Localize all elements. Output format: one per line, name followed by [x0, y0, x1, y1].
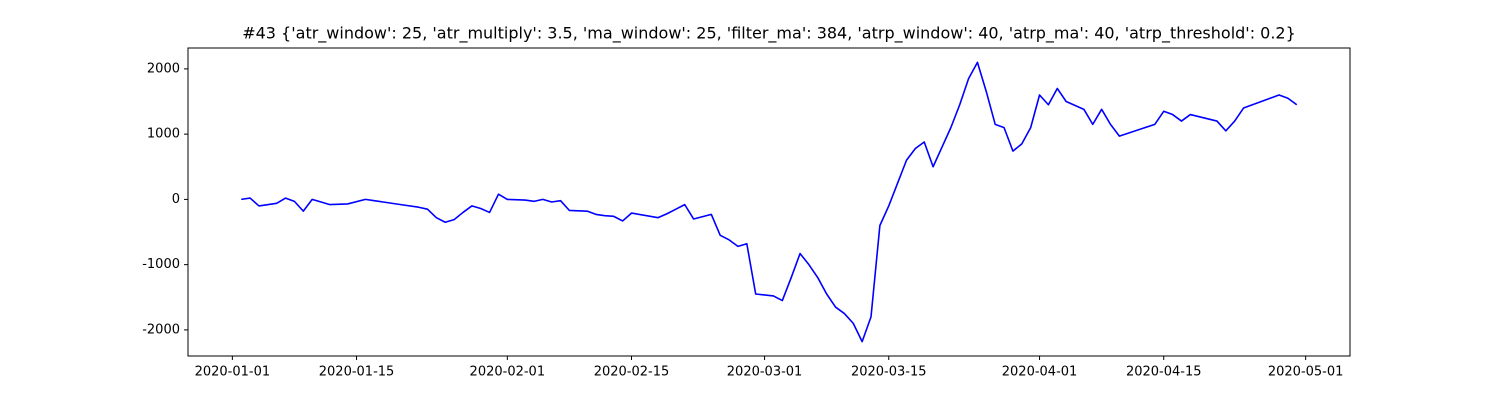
y-tick-label: -2000 [142, 322, 180, 337]
y-tick-label: 1000 [147, 127, 180, 142]
data-line [241, 61, 1298, 343]
y-tick-label: -1000 [142, 257, 180, 272]
x-tick-label: 2020-02-15 [594, 365, 670, 380]
x-tick-label: 2020-01-15 [319, 365, 395, 380]
chart-title: #43 {'atr_window': 25, 'atr_multiply': 3… [242, 24, 1296, 44]
x-tick-label: 2020-02-01 [470, 365, 546, 380]
x-tick-label: 2020-03-15 [851, 365, 927, 380]
x-tick-label: 2020-04-15 [1126, 365, 1202, 380]
x-tick-label: 2020-03-01 [727, 365, 803, 380]
y-tick-label: 0 [172, 192, 180, 207]
x-tick-label: 2020-04-01 [1002, 365, 1078, 380]
plot-frame [187, 47, 1351, 357]
x-tick-label: 2020-05-01 [1268, 365, 1344, 380]
y-tick-label: 2000 [147, 61, 180, 76]
x-tick-label: 2020-01-01 [195, 365, 271, 380]
